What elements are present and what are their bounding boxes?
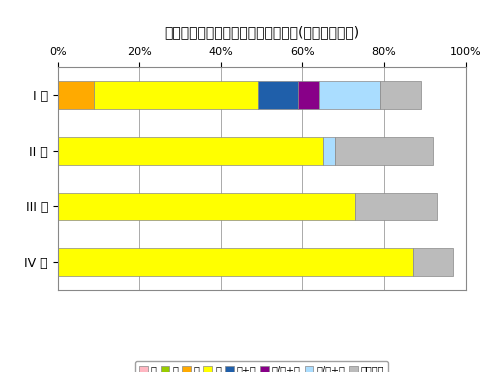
Bar [319,81,380,109]
Bar [58,248,412,276]
Bar [380,81,420,109]
Bar [58,137,323,164]
Legend: 手, 内, 放, 薬, 放+薬, 手/内+放, 手/内+薬, 治療なし: 手, 内, 放, 薬, 放+薬, 手/内+放, 手/内+薬, 治療なし [135,361,388,372]
Bar [355,193,437,220]
Bar [257,81,298,109]
Bar [58,81,94,109]
Bar [94,81,257,109]
Title: 治療前ステージ別・治療方法の割合(悪性リンパ腫): 治療前ステージ別・治療方法の割合(悪性リンパ腫) [164,25,359,39]
Bar [335,137,433,164]
Bar [298,81,319,109]
Bar [323,137,335,164]
Bar [58,193,355,220]
Bar [412,248,453,276]
